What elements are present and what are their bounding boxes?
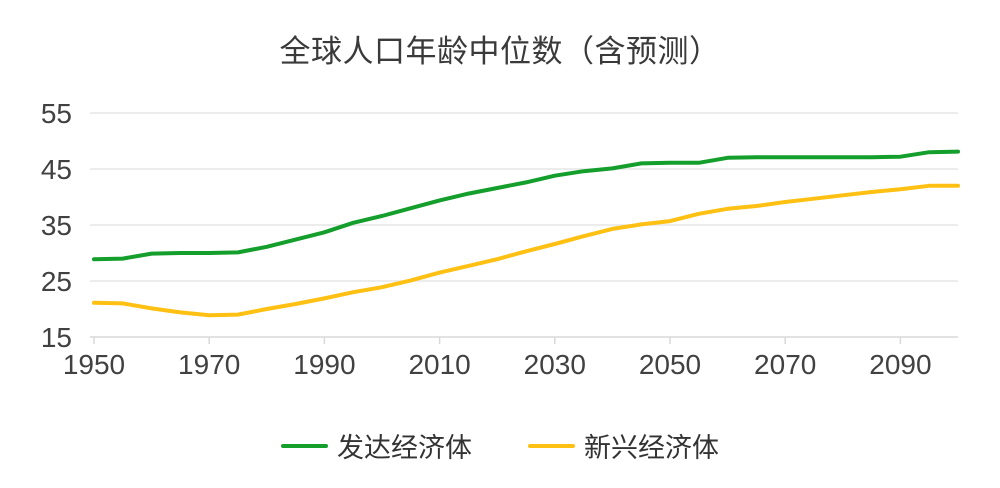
x-tick-label: 2010 bbox=[408, 349, 470, 380]
series-line-emerging bbox=[92, 183, 960, 318]
legend-label-developed: 发达经济体 bbox=[337, 433, 472, 463]
legend-swatch-emerging-icon bbox=[528, 443, 575, 448]
legend-item-developed: 发达经济体 bbox=[281, 426, 472, 465]
y-tick-label: 45 bbox=[41, 154, 72, 185]
legend-label-emerging: 新兴经济体 bbox=[584, 433, 719, 463]
x-tick-label: 1950 bbox=[63, 349, 125, 380]
y-tick-label: 35 bbox=[41, 210, 72, 241]
legend-swatch-developed-icon bbox=[281, 443, 328, 448]
x-tick-label: 2070 bbox=[754, 349, 816, 380]
chart-legend: 发达经济体 新兴经济体 bbox=[0, 426, 1000, 465]
x-tick-label: 2030 bbox=[524, 349, 586, 380]
y-tick-label: 25 bbox=[41, 266, 72, 297]
legend-item-emerging: 新兴经济体 bbox=[528, 426, 719, 465]
x-tick-label: 2090 bbox=[869, 349, 931, 380]
series-line-developed bbox=[92, 149, 960, 262]
x-tick-label: 1990 bbox=[293, 349, 355, 380]
chart-title: 全球人口年龄中位数（含预测） bbox=[279, 34, 721, 69]
line-chart-canvas: 15 25 35 45 55 1950 1970 1990 2010 2030 2050 2070 20… bbox=[41, 98, 960, 380]
x-tick-label: 2050 bbox=[639, 349, 701, 380]
y-tick-label: 15 bbox=[41, 322, 72, 353]
x-tick-label: 1970 bbox=[178, 349, 240, 380]
y-tick-label: 55 bbox=[41, 98, 72, 129]
